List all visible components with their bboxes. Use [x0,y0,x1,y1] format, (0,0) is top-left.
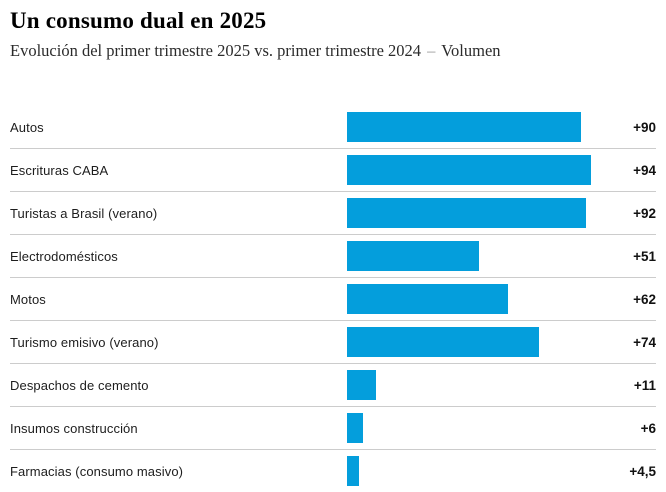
chart-row: Insumos construcción +6 [10,407,656,451]
bar [347,112,581,143]
value-label: +11 [633,377,656,393]
bar [347,284,508,315]
chart-row: Farmacias (consumo masivo) +4,5 [10,450,656,492]
bar [347,370,376,401]
bar [347,456,359,487]
category-label: Insumos construcción [10,420,138,436]
subtitle-separator: – [427,41,436,61]
chart-row: Electrodomésticos +51 [10,235,656,279]
value-label: +4,5 [629,463,656,479]
value-label: +92 [633,205,656,221]
chart-title: Un consumo dual en 2025 [10,8,267,33]
value-label: +74 [633,334,656,350]
bar [347,413,363,444]
value-label: +6 [640,420,656,436]
bar [347,198,586,229]
subtitle-suffix: Volumen [441,41,501,61]
bar [347,241,479,272]
value-label: +62 [633,291,656,307]
subtitle-main: Evolución del primer trimestre 2025 vs. … [10,41,422,61]
category-label: Turismo emisivo (verano) [10,334,159,350]
chart-subtitle: Evolución del primer trimestre 2025 vs. … [10,41,656,61]
category-label: Turistas a Brasil (verano) [10,205,158,221]
value-label: +90 [633,119,656,135]
value-label: +51 [633,248,656,264]
chart-row: Turismo emisivo (verano) +74 [10,321,656,365]
category-label: Despachos de cemento [10,377,149,393]
category-label: Autos [10,119,44,135]
value-label: +94 [633,162,656,178]
category-label: Motos [10,291,46,307]
category-label: Electrodomésticos [10,248,118,264]
chart-row: Despachos de cemento +11 [10,364,656,408]
category-label: Farmacias (consumo masivo) [10,463,184,479]
bar [347,327,539,358]
bar [347,155,591,186]
bar-chart: Autos +90 Escrituras CABA +94 Turistas a… [10,106,656,492]
chart-row: Motos +62 [10,278,656,322]
chart-row: Escrituras CABA +94 [10,149,656,193]
category-label: Escrituras CABA [10,162,109,178]
chart-row: Autos +90 [10,106,656,150]
chart-row: Turistas a Brasil (verano) +92 [10,192,656,236]
